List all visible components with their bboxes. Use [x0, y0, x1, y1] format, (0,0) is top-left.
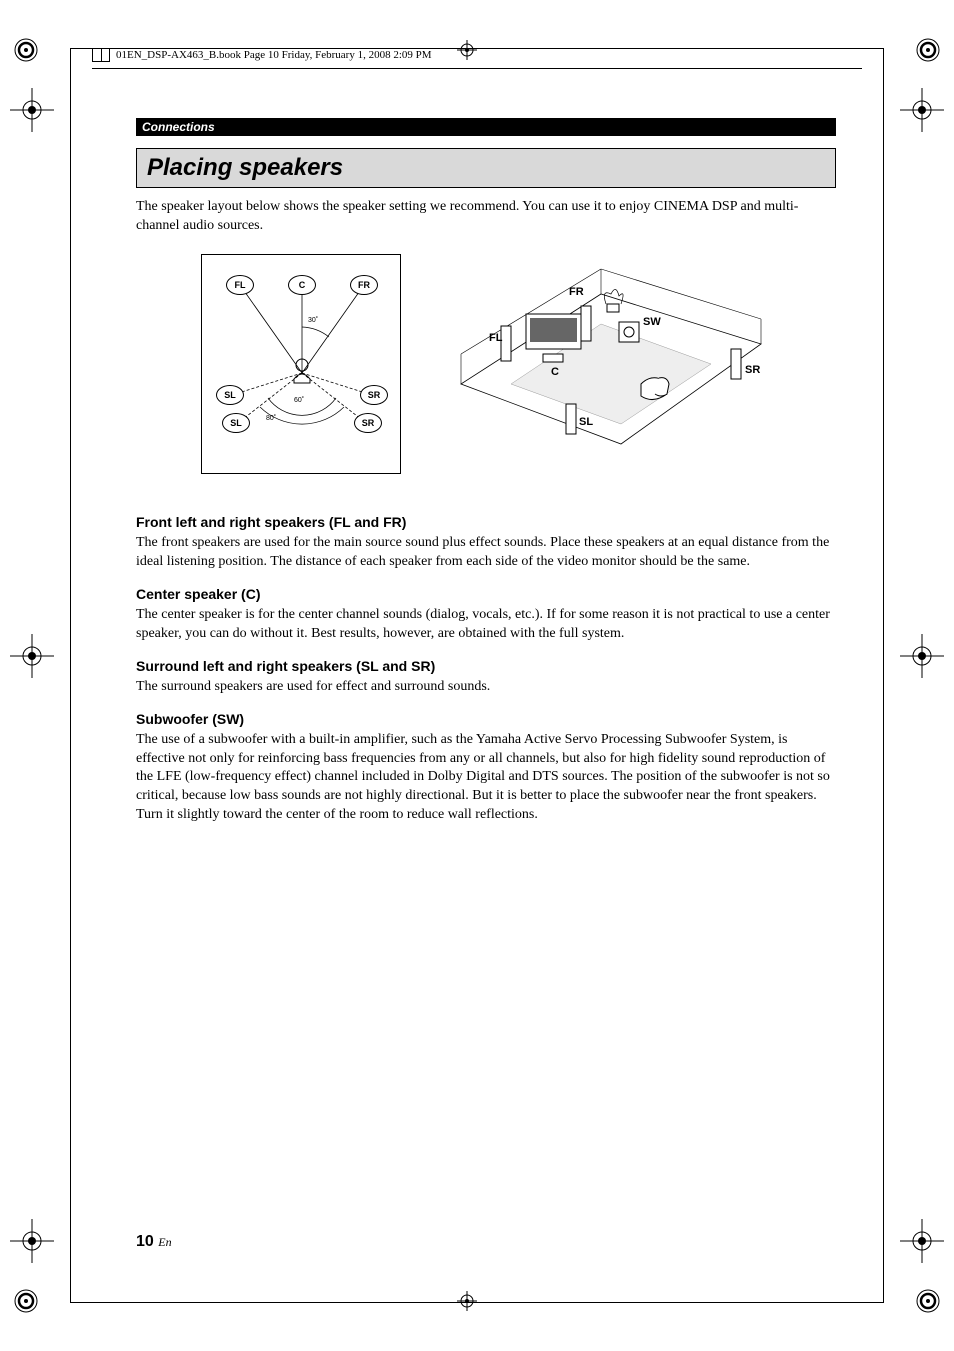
- room-label-sl: SL: [579, 416, 593, 428]
- page-title: Placing speakers: [136, 148, 836, 188]
- registration-mark: [900, 634, 944, 678]
- body-center: The center speaker is for the center cha…: [136, 606, 836, 644]
- speaker-layout-diagram: FL C FR SL SR SL SR 30˚ 60˚ 80˚: [201, 254, 401, 474]
- registration-mark: [900, 88, 944, 132]
- angle-80: 80˚: [266, 415, 276, 422]
- crop-mark-bottom-right: [908, 1281, 948, 1321]
- room-label-c: C: [551, 366, 559, 378]
- room-label-fl: FL: [489, 332, 502, 344]
- room-label-fr: FR: [569, 286, 584, 298]
- content-area: Connections Placing speakers The speaker…: [136, 118, 836, 825]
- crop-mark-bottom-left: [6, 1281, 46, 1321]
- room-label-sr: SR: [745, 364, 760, 376]
- heading-front: Front left and right speakers (FL and FR…: [136, 514, 836, 530]
- body-front: The front speakers are used for the main…: [136, 534, 836, 572]
- registration-mark: [10, 634, 54, 678]
- book-icon: [92, 48, 110, 62]
- angle-30: 30˚: [308, 317, 318, 324]
- angle-60: 60˚: [294, 397, 304, 404]
- room-diagram: FL FR C SW SL SR: [451, 264, 771, 464]
- header-text: 01EN_DSP-AX463_B.book Page 10 Friday, Fe…: [116, 49, 432, 61]
- registration-mark: [900, 1219, 944, 1263]
- page-num-value: 10: [136, 1233, 154, 1250]
- header-rule: [92, 68, 862, 69]
- intro-paragraph: The speaker layout below shows the speak…: [136, 198, 836, 236]
- crop-mark-top-left: [6, 30, 46, 70]
- page-lang: En: [158, 1235, 171, 1249]
- body-surround: The surround speakers are used for effec…: [136, 678, 836, 697]
- page-number: 10 En: [136, 1233, 172, 1251]
- crop-mark-top-right: [908, 30, 948, 70]
- heading-subwoofer: Subwoofer (SW): [136, 711, 836, 727]
- registration-mark: [10, 1219, 54, 1263]
- diagram-row: FL C FR SL SR SL SR 30˚ 60˚ 80˚: [136, 254, 836, 474]
- section-header: Connections: [136, 118, 836, 136]
- heading-center: Center speaker (C): [136, 586, 836, 602]
- heading-surround: Surround left and right speakers (SL and…: [136, 658, 836, 674]
- page-header: 01EN_DSP-AX463_B.book Page 10 Friday, Fe…: [92, 48, 862, 62]
- room-label-sw: SW: [643, 316, 661, 328]
- body-subwoofer: The use of a subwoofer with a built-in a…: [136, 731, 836, 825]
- registration-mark: [10, 88, 54, 132]
